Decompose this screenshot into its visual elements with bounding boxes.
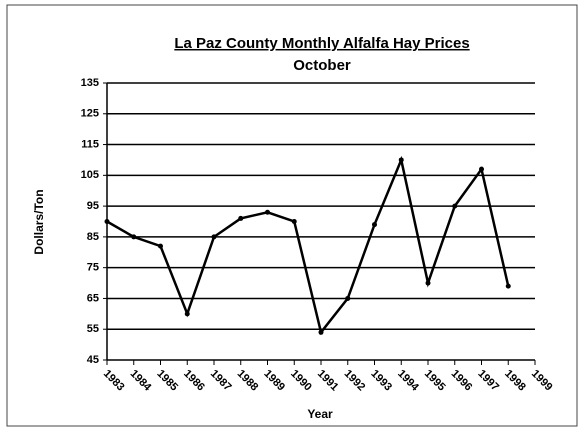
y-tick-label: 85 bbox=[87, 231, 99, 243]
chart-subtitle: October bbox=[293, 57, 351, 74]
chart-title: La Paz County Monthly Alfalfa Hay Prices bbox=[174, 35, 469, 52]
point bbox=[131, 234, 137, 240]
y-tick-label: 135 bbox=[81, 77, 99, 89]
point bbox=[158, 243, 163, 249]
y-tick-label: 105 bbox=[81, 169, 99, 181]
point bbox=[291, 219, 297, 224]
point bbox=[505, 283, 511, 289]
point bbox=[238, 215, 244, 221]
point bbox=[452, 203, 458, 209]
point bbox=[184, 311, 190, 317]
y-tick-label: 125 bbox=[81, 108, 99, 120]
y-tick-label: 45 bbox=[87, 354, 99, 366]
point bbox=[318, 329, 324, 335]
y-tick-label: 95 bbox=[87, 200, 99, 212]
point bbox=[398, 157, 404, 163]
y-tick-label: 115 bbox=[81, 138, 99, 150]
line bbox=[106, 155, 510, 336]
point bbox=[345, 295, 351, 301]
point bbox=[104, 219, 110, 224]
point bbox=[211, 234, 217, 240]
y-tick-label: 55 bbox=[87, 323, 99, 335]
y-axis-label: Dollars/Ton bbox=[32, 189, 46, 254]
point bbox=[372, 222, 377, 228]
frame bbox=[6, 4, 578, 427]
y-tick-label: 65 bbox=[87, 292, 99, 304]
point bbox=[425, 280, 431, 286]
point bbox=[265, 209, 270, 215]
x-axis-label: Year bbox=[307, 407, 333, 421]
point bbox=[479, 166, 484, 172]
y-tick-label: 75 bbox=[87, 262, 99, 274]
